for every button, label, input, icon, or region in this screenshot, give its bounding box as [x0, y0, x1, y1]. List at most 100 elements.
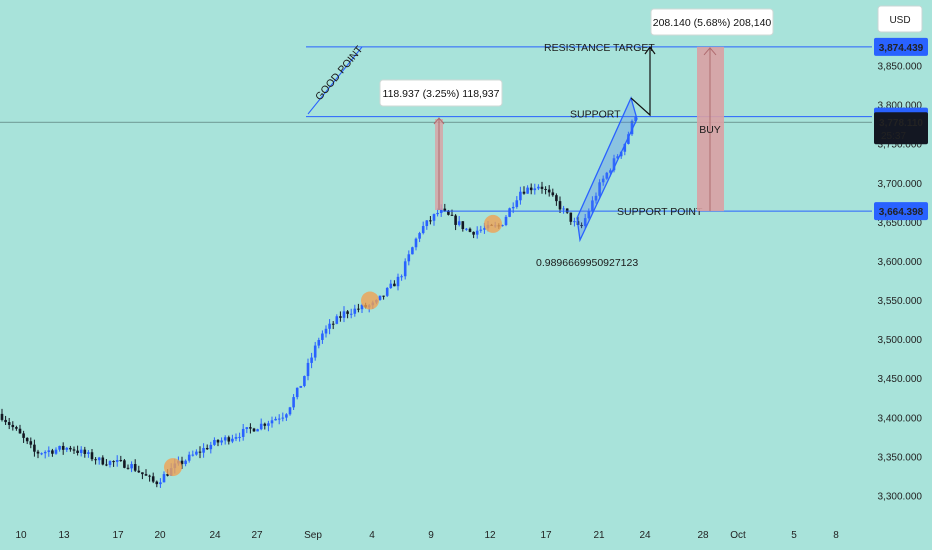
candle-body — [43, 451, 47, 454]
candle-body — [36, 451, 40, 454]
candle-body — [328, 323, 331, 329]
candle-body — [58, 445, 61, 450]
candle-body — [133, 464, 137, 471]
candle-body — [562, 208, 565, 210]
candle-body — [216, 439, 220, 443]
candle-body — [267, 423, 270, 426]
resistance-price-tag: 3,874.439 — [879, 43, 924, 54]
candle-body — [238, 436, 241, 438]
candle-body — [634, 116, 637, 122]
candle-body — [151, 476, 155, 482]
candle-body — [166, 474, 169, 476]
candle-body — [465, 228, 468, 230]
candle-body — [299, 385, 303, 388]
candle-body — [22, 433, 25, 438]
candle-body — [544, 188, 547, 190]
candle-body — [119, 460, 123, 462]
y-axis: 3,300.000 3,350.000 3,400.000 3,450.000 3,50… — [874, 5, 928, 503]
candle-body — [245, 427, 249, 429]
candle-body — [378, 295, 382, 300]
candle-body — [580, 224, 583, 227]
candle-body — [141, 472, 144, 475]
candle-body — [457, 221, 461, 225]
x-tick-label: 5 — [791, 530, 797, 541]
candle-body — [393, 283, 396, 287]
candle-body — [421, 226, 425, 234]
candle-body — [223, 437, 227, 441]
candle-body — [274, 418, 277, 421]
x-tick-label: 27 — [251, 530, 263, 541]
candle-body — [155, 481, 159, 485]
candle-body — [7, 422, 11, 425]
candle-body — [605, 172, 609, 179]
y-tick-label: 3,450.000 — [878, 374, 923, 385]
candle-body — [198, 451, 202, 453]
x-tick-label: 20 — [154, 530, 166, 541]
candle-body — [414, 238, 418, 248]
good-point-line — [307, 46, 363, 115]
candle-body — [479, 229, 483, 231]
candle-body — [349, 313, 353, 315]
candle-body — [148, 475, 151, 477]
candle-body — [209, 444, 213, 450]
candle-body — [508, 208, 511, 217]
candle-body — [454, 215, 457, 225]
y-tick-label: 3,300.000 — [878, 492, 923, 503]
x-tick-label: 24 — [639, 530, 651, 541]
candle-body — [33, 444, 36, 452]
candle-body — [324, 328, 328, 334]
candle-body — [202, 448, 205, 453]
candle-body — [159, 482, 162, 485]
candle-body — [594, 195, 598, 201]
candle-body — [357, 308, 360, 310]
candle-body — [281, 417, 285, 419]
candle-body — [94, 459, 97, 461]
left-callout-box — [379, 79, 503, 107]
candle-body — [205, 448, 209, 450]
candle-body — [526, 187, 529, 194]
candle-body — [87, 452, 90, 454]
candle-body — [213, 439, 216, 445]
candle-body — [108, 461, 112, 465]
candle-body — [79, 449, 83, 453]
candle-body — [475, 230, 479, 235]
candle-body — [252, 428, 256, 432]
y-tick-label: 3,500.000 — [878, 335, 923, 346]
candle-body — [18, 428, 22, 434]
candle-body — [569, 212, 573, 222]
candle-body — [504, 216, 508, 226]
candle-body — [303, 376, 306, 386]
left-callout-text: 118.937 (3.25%) 118,937 — [383, 88, 500, 100]
candle-body — [4, 419, 7, 423]
right-callout-box — [650, 8, 774, 36]
candle-body — [558, 201, 562, 210]
candle-body — [65, 447, 69, 450]
candle-body — [0, 413, 4, 420]
x-tick-label: 4 — [369, 530, 375, 541]
candle-body — [292, 397, 295, 408]
candle-body — [90, 452, 94, 460]
candle-body — [425, 220, 429, 227]
candle-body — [310, 357, 313, 363]
countdown-tag: 25:37 — [881, 131, 906, 142]
resistance-price-tag-bg — [874, 37, 928, 56]
candle-body — [249, 427, 252, 429]
candle-body — [432, 214, 436, 221]
candle-body — [623, 143, 627, 152]
candle-body — [51, 450, 54, 454]
candle-body — [144, 474, 148, 476]
support-label: SUPPORT — [570, 109, 621, 121]
highlight-circle — [164, 458, 182, 477]
candle-body — [220, 440, 223, 443]
x-tick-label: 10 — [15, 530, 27, 541]
candle-body — [436, 212, 439, 215]
y-tick-label: 3,400.000 — [878, 413, 923, 424]
candle-body — [483, 228, 486, 230]
candle-body — [130, 464, 133, 469]
x-tick-label: 12 — [484, 530, 496, 541]
candle-body — [443, 208, 447, 211]
x-tick-label: 8 — [833, 530, 839, 541]
candle-body — [83, 449, 87, 454]
candle-body — [400, 276, 403, 278]
